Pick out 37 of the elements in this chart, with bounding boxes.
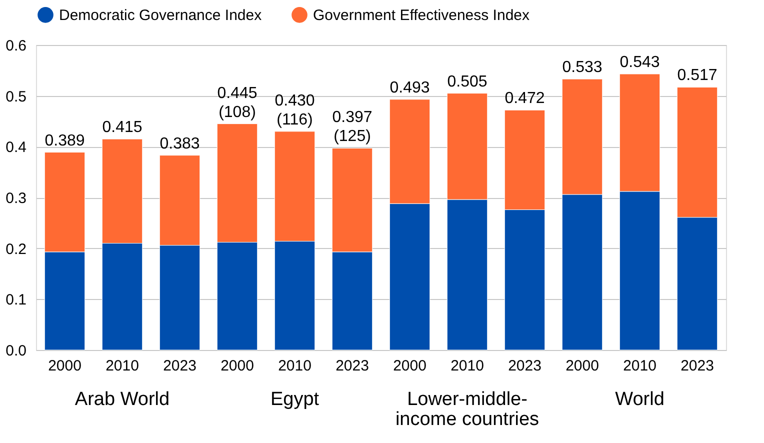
x-tick-label: 2000 (566, 358, 599, 374)
total-label: 0.415 (102, 119, 142, 136)
x-tick-label: 2010 (450, 358, 484, 374)
x-tick-label: 2023 (508, 358, 542, 374)
total-label: 0.445 (108) (217, 84, 258, 121)
x-tick-label: 2010 (278, 358, 312, 374)
total-label: 0.543 (620, 54, 660, 71)
total-label: 0.472 (504, 90, 545, 108)
x-tick-label: 2023 (336, 358, 369, 374)
total-label: 0.517 (677, 67, 718, 84)
total-label: 0.430 (116) (274, 92, 315, 128)
x-tick-label: 2023 (163, 358, 196, 374)
total-label: 0.505 (447, 73, 488, 90)
text: Arab World (74, 389, 170, 410)
total-label: 0.397 (125) (332, 109, 372, 146)
total-label: 0.383 (160, 135, 200, 152)
text: Egypt (270, 389, 320, 410)
y-tick-label: 0.6 (6, 38, 26, 54)
total-label: 0.493 (390, 79, 430, 96)
y-tick-label: 0.0 (6, 342, 26, 360)
y-tick-label: 0.4 (6, 139, 26, 156)
x-tick-label: 2010 (623, 358, 656, 374)
y-tick-label: 0.5 (6, 88, 26, 106)
y-tick-label: 0.2 (6, 240, 26, 258)
y-tick-label: 0.1 (6, 292, 26, 309)
x-tick-label: 2000 (220, 358, 254, 374)
y-tick-label: 0.3 (6, 190, 26, 207)
text: World (615, 389, 664, 410)
legend-label: Government Effectiveness Index (313, 6, 530, 24)
x-tick-label: 2023 (680, 358, 714, 374)
total-label: 0.533 (562, 59, 602, 76)
text: Lower-middle-income countries (395, 389, 540, 430)
x-tick-label: 2010 (106, 358, 139, 374)
total-label: 0.389 (44, 132, 85, 150)
x-tick-label: 2000 (48, 358, 82, 374)
legend-label: Democratic Governance Index (59, 6, 262, 24)
x-tick-label: 2000 (393, 358, 426, 374)
